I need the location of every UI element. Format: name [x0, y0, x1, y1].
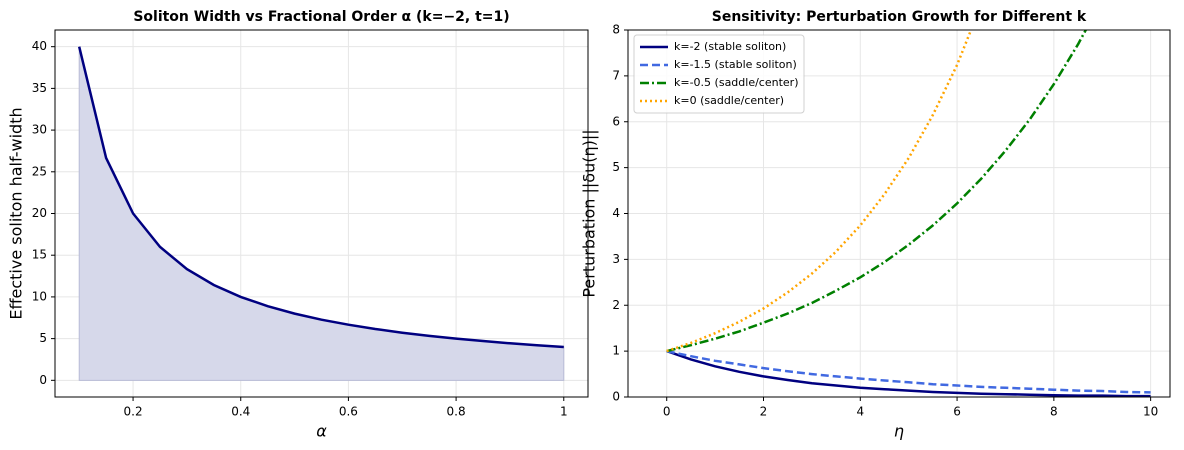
chart-title: Sensitivity: Perturbation Growth for Dif… — [712, 9, 1087, 25]
y-tick-label: 5 — [612, 160, 620, 174]
y-tick-label: 8 — [612, 23, 620, 37]
y-tick-label: 5 — [39, 331, 47, 345]
line-series — [666, 349, 1151, 397]
y-tick-label: 30 — [32, 123, 47, 137]
plot-area — [77, 46, 565, 381]
legend-label: k=-0.5 (saddle/center) — [674, 76, 799, 89]
x-tick-label: 0.2 — [124, 405, 143, 419]
x-tick-label: 0.8 — [447, 405, 466, 419]
y-tick-label: 40 — [32, 39, 47, 53]
x-axis-label: η — [894, 422, 904, 441]
x-tick-label: 8 — [1050, 405, 1058, 419]
y-tick-label: 1 — [612, 344, 620, 358]
y-tick-label: 3 — [612, 252, 620, 266]
x-axis-label: α — [316, 422, 327, 441]
line-series — [666, 30, 1088, 353]
y-tick-label: 15 — [32, 248, 47, 262]
x-tick-label: 0.6 — [339, 405, 358, 419]
axes: 0 2 4 6 8 10 0 1 2 3 4 5 6 7 8 Sensitivity: Perturbatio… — [580, 9, 1171, 441]
x-tick-label: 0.4 — [231, 405, 250, 419]
legend: k=-2 (stable soliton) k=-1.5 (stable soli… — [633, 34, 805, 114]
y-tick-label: 0 — [612, 390, 620, 404]
legend-box — [633, 34, 805, 114]
x-tick-label: 4 — [856, 405, 864, 419]
x-tick-label: 2 — [760, 405, 768, 419]
y-tick-label: 35 — [32, 81, 47, 95]
y-tick-label: 7 — [612, 68, 620, 82]
plot-area — [666, 30, 1151, 397]
y-tick-label: 4 — [612, 206, 620, 220]
line-series — [77, 46, 564, 349]
y-tick-label: 2 — [612, 298, 620, 312]
x-tick-label: 10 — [1143, 405, 1158, 419]
y-tick-label: 25 — [32, 164, 47, 178]
x-tick-label: 6 — [953, 405, 961, 419]
chart-title: Soliton Width vs Fractional Order α (k=−… — [133, 9, 509, 25]
x-tick-label: 0 — [663, 405, 671, 419]
legend-label: k=0 (saddle/center) — [674, 94, 784, 107]
y-axis-label: Perturbation ||δu(η)|| — [580, 129, 599, 297]
y-tick-label: 0 — [39, 373, 47, 387]
legend-label: k=-2 (stable soliton) — [674, 40, 786, 53]
y-axis-label: Effective soliton half-width — [7, 107, 26, 319]
line-series — [666, 349, 1151, 394]
y-tick-label: 6 — [612, 114, 620, 128]
axes-frame — [54, 29, 589, 398]
y-tick-label: 10 — [32, 289, 47, 303]
x-tick-label: 1 — [560, 405, 568, 419]
y-tick-label: 20 — [32, 206, 47, 220]
legend-label: k=-1.5 (stable soliton) — [674, 58, 797, 71]
axes-frame — [627, 29, 1171, 398]
